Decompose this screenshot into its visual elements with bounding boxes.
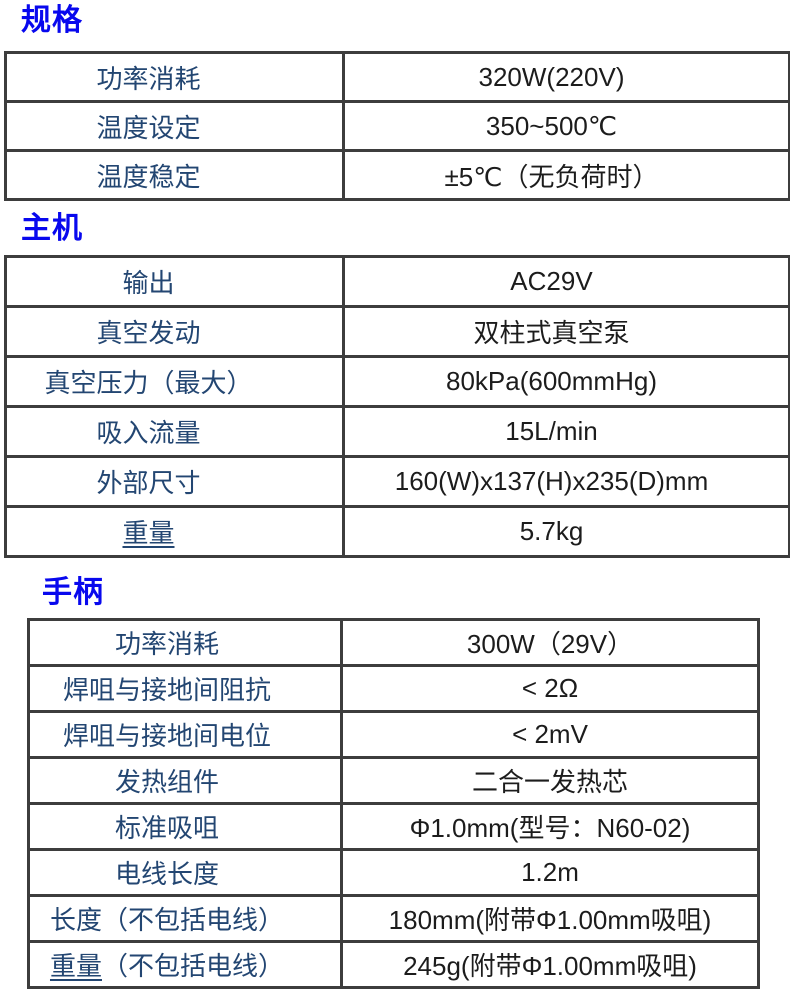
spec-label-cell: 电线长度 — [27, 848, 343, 897]
table-row: 温度稳定 ±5℃（无负荷时） — [4, 149, 790, 201]
spec-label: 真空压力（最大） — [44, 368, 253, 398]
spec-label-cell: 长度（不包括电线） — [27, 894, 343, 943]
spec-value-cell: < 2mV — [340, 710, 760, 759]
spec-value-cell: 300W（29V） — [340, 618, 760, 667]
table-row: 外部尺寸 160(W)x137(H)x235(D)mm — [4, 455, 790, 508]
table-row: 焊咀与接地间电位 < 2mV — [27, 710, 760, 759]
table-row: 标准吸咀 Φ1.0mm(型号：N60-02) — [27, 802, 760, 851]
spec-label-cell: 温度设定 — [4, 100, 345, 152]
spec-label-cell: 发热组件 — [27, 756, 343, 805]
spec-value-cell: 350~500℃ — [342, 100, 790, 152]
spec-value-cell: 180mm(附带Φ1.00mm吸咀) — [340, 894, 760, 943]
spec-label: 焊咀与接地间电位 — [62, 721, 271, 751]
table-row: 功率消耗 300W（29V） — [27, 618, 760, 667]
table-row: 长度（不包括电线） 180mm(附带Φ1.00mm吸咀) — [27, 894, 760, 943]
table-row: 重量（不包括电线） 245g(附带Φ1.00mm吸咀) — [27, 940, 760, 989]
spec-value-cell: 双柱式真空泵 — [342, 305, 790, 358]
table-row: 电线长度 1.2m — [27, 848, 760, 897]
section-title-specs: 规格 — [21, 4, 83, 37]
spec-value-cell: 245g(附带Φ1.00mm吸咀) — [340, 940, 760, 989]
spec-label: 外部尺寸 — [96, 468, 201, 498]
spec-label-cell: 功率消耗 — [4, 51, 345, 103]
spec-label: 电线长度 — [114, 859, 219, 889]
spec-value-cell: AC29V — [342, 255, 790, 308]
table-row: 真空发动 双柱式真空泵 — [4, 305, 790, 358]
handle-table: 功率消耗 300W（29V） 焊咀与接地间阻抗 < 2Ω 焊咀与接地间电位 < 2mV 发热… — [27, 618, 760, 989]
spec-value-cell: 5.7kg — [342, 505, 790, 558]
spec-label-cell: 外部尺寸 — [4, 455, 345, 508]
spec-label-cell: 真空压力（最大） — [4, 355, 345, 408]
spec-label-cell: 标准吸咀 — [27, 802, 343, 851]
spec-value-cell: 15L/min — [342, 405, 790, 458]
spec-value-cell: 1.2m — [340, 848, 760, 897]
section-title-handle: 手柄 — [42, 576, 104, 609]
spec-label-cell: 输出 — [4, 255, 345, 308]
spec-value-cell: 二合一发热芯 — [340, 756, 760, 805]
table-row: 输出 AC29V — [4, 255, 790, 308]
table-row: 重量 5.7kg — [4, 505, 790, 558]
spec-label: 焊咀与接地间阻抗 — [62, 675, 271, 705]
spec-label: 吸入流量 — [96, 418, 201, 448]
spec-label-underlined: 重量 — [49, 951, 102, 981]
spec-label: 功率消耗 — [114, 629, 219, 659]
spec-label-underlined: 重量 — [122, 518, 175, 548]
spec-label: 功率消耗 — [96, 63, 201, 94]
table-row: 发热组件 二合一发热芯 — [27, 756, 760, 805]
spec-value-cell: 160(W)x137(H)x235(D)mm — [342, 455, 790, 508]
spec-label: 标准吸咀 — [114, 813, 219, 843]
spec-label-cell: 重量（不包括电线） — [27, 940, 343, 989]
table-row: 焊咀与接地间阻抗 < 2Ω — [27, 664, 760, 713]
table-row: 温度设定 350~500℃ — [4, 100, 790, 152]
table-row: 吸入流量 15L/min — [4, 405, 790, 458]
spec-label: 真空发动 — [96, 318, 201, 348]
spec-label-cell: 重量 — [4, 505, 345, 558]
main-unit-table: 输出 AC29V 真空发动 双柱式真空泵 真空压力（最大） 80kPa(600mmHg) 吸… — [4, 255, 790, 558]
spec-label: （不包括电线） — [102, 951, 285, 981]
spec-label: 发热组件 — [114, 767, 219, 797]
spec-label-cell: 焊咀与接地间电位 — [27, 710, 343, 759]
spec-value-cell: 80kPa(600mmHg) — [342, 355, 790, 408]
spec-value-cell: Φ1.0mm(型号：N60-02) — [340, 802, 760, 851]
spec-value-cell: ±5℃（无负荷时） — [342, 149, 790, 201]
spec-label: 温度稳定 — [96, 161, 201, 192]
spec-label-cell: 温度稳定 — [4, 149, 345, 201]
spec-value-cell: 320W(220V) — [342, 51, 790, 103]
section-title-main-unit: 主机 — [21, 212, 83, 245]
spec-label-cell: 吸入流量 — [4, 405, 345, 458]
specs-table: 功率消耗 320W(220V) 温度设定 350~500℃ 温度稳定 ±5℃（无负荷时） — [4, 51, 790, 201]
spec-label-cell: 真空发动 — [4, 305, 345, 358]
spec-label-cell: 功率消耗 — [27, 618, 343, 667]
spec-label-cell: 焊咀与接地间阻抗 — [27, 664, 343, 713]
spec-label: 输出 — [122, 268, 175, 298]
spec-label: 温度设定 — [96, 112, 201, 143]
table-row: 功率消耗 320W(220V) — [4, 51, 790, 103]
spec-label: 长度（不包括电线） — [49, 905, 284, 935]
spec-value-cell: < 2Ω — [340, 664, 760, 713]
table-row: 真空压力（最大） 80kPa(600mmHg) — [4, 355, 790, 408]
